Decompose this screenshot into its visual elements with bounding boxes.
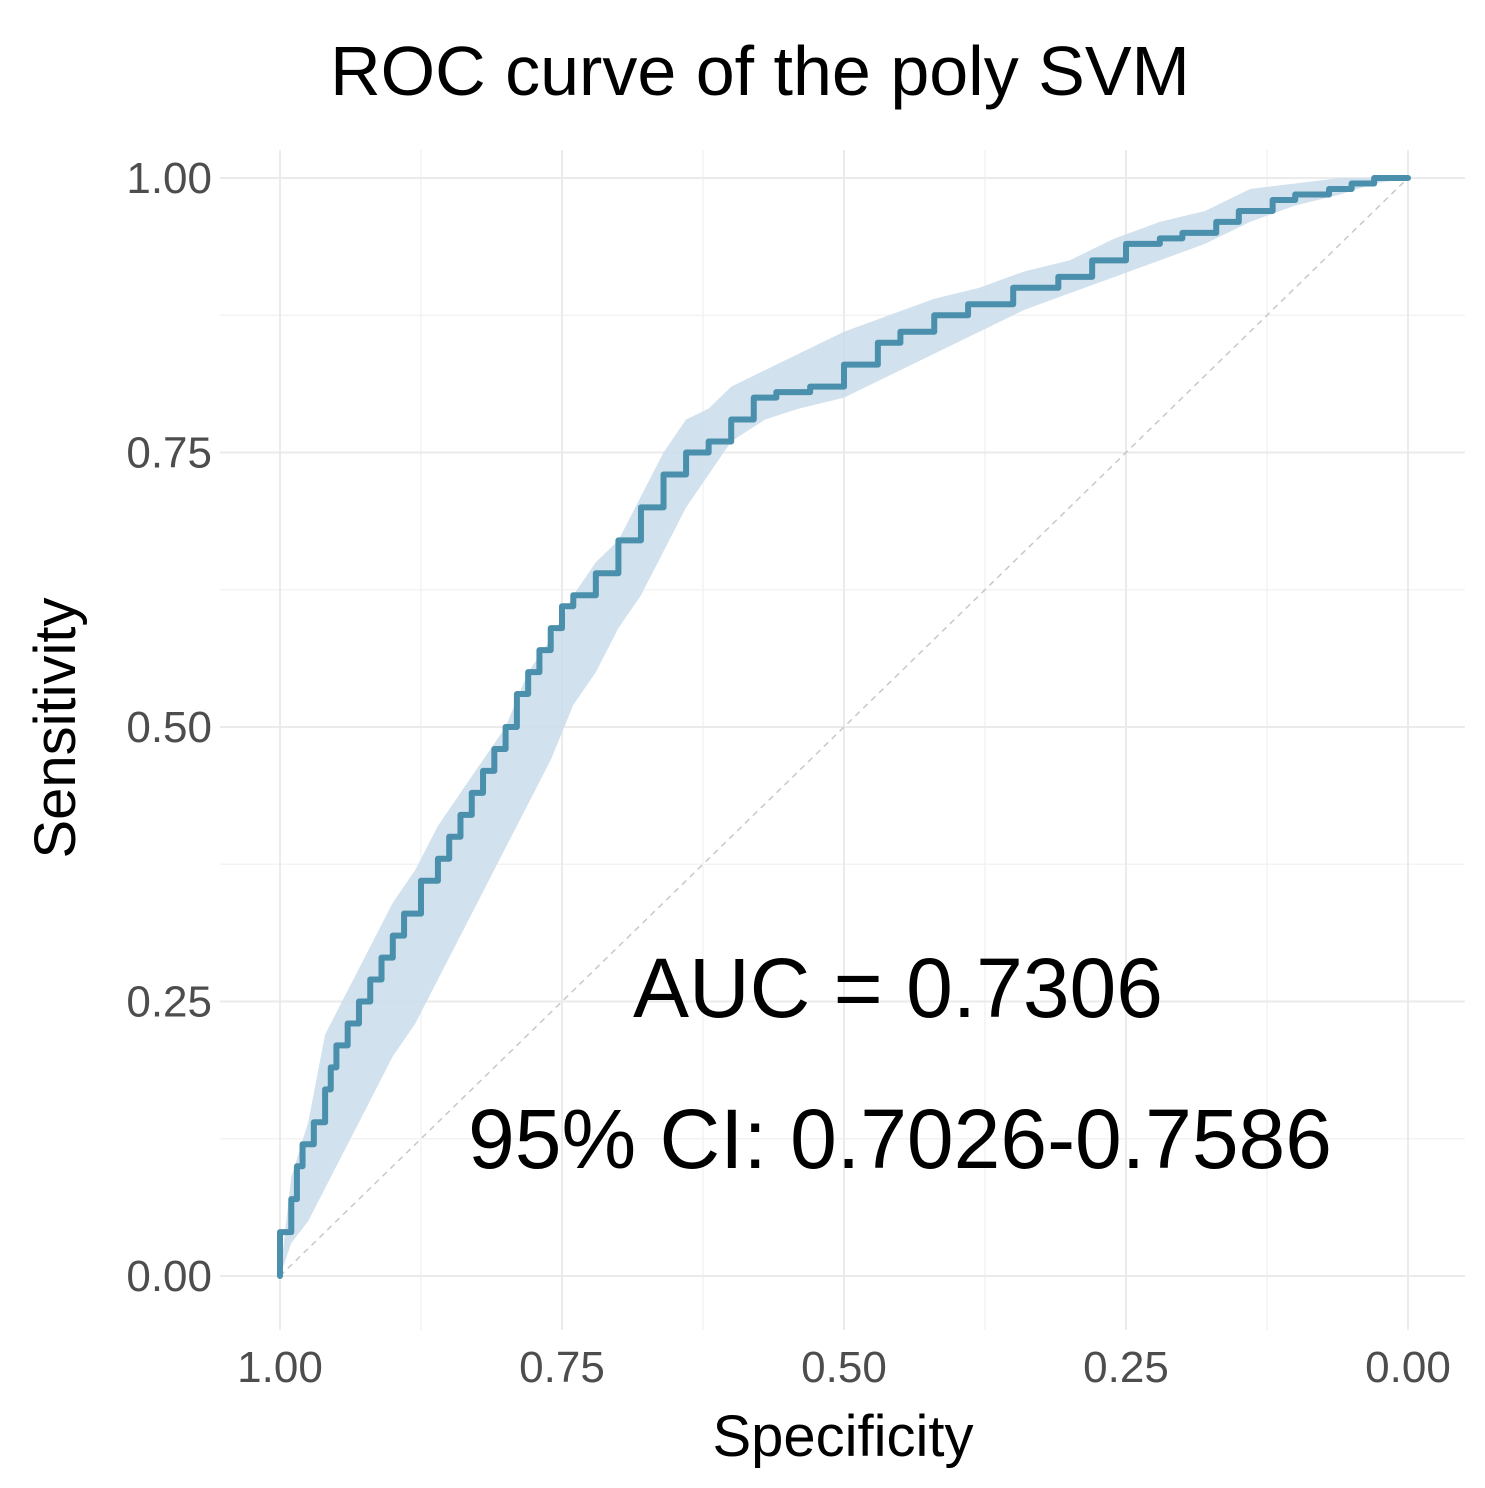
auc-annotation: AUC = 0.7306 <box>633 941 1163 1035</box>
roc-line <box>277 175 1411 1279</box>
y-tick-label-1: 0.25 <box>126 978 212 1027</box>
y-tick-label-3: 0.75 <box>126 429 212 478</box>
y-tick-label-0: 0.00 <box>126 1252 212 1301</box>
y-tick-label-2: 0.50 <box>126 703 212 752</box>
x-tick-label-1: 0.75 <box>519 1343 605 1392</box>
y-tick-label-4: 1.00 <box>126 154 212 203</box>
x-tick-label-0: 1.00 <box>237 1343 323 1392</box>
y-tick-labels: 0.00 0.25 0.50 0.75 1.00 <box>126 154 212 1301</box>
x-axis-label: Specificity <box>712 1404 973 1469</box>
y-axis-label: Sensitivity <box>23 597 88 858</box>
x-tick-labels: 1.00 0.75 0.50 0.25 0.00 <box>237 1343 1451 1392</box>
x-tick-label-3: 0.25 <box>1083 1343 1169 1392</box>
chart-title: ROC curve of the poly SVM <box>330 32 1190 110</box>
roc-line-layer <box>277 175 1411 1279</box>
ci-annotation: 95% CI: 0.7026-0.7586 <box>468 1092 1332 1186</box>
x-tick-label-4: 0.00 <box>1365 1343 1451 1392</box>
diagonal-layer <box>279 177 1409 1277</box>
x-tick-label-2: 0.50 <box>801 1343 887 1392</box>
chance-diagonal <box>279 177 1409 1277</box>
